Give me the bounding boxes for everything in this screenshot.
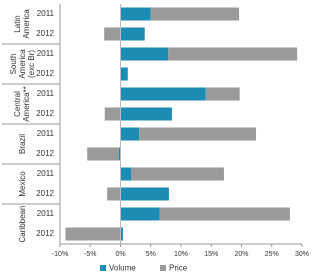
y-tick-label: 2012 (36, 229, 54, 238)
bar (65, 227, 121, 241)
bar (104, 107, 121, 121)
x-tick-label: 15% (204, 251, 218, 258)
x-tick-label: 5% (146, 251, 156, 258)
bar (87, 147, 119, 161)
bar (139, 127, 257, 141)
bar (159, 207, 290, 221)
bar (131, 167, 224, 181)
bar (120, 127, 140, 141)
x-tick-label: -5% (84, 251, 96, 258)
y-tick-label: 2011 (37, 9, 55, 18)
y-tick-label: 2011 (37, 89, 55, 98)
bar (120, 167, 132, 181)
x-tick-label: -10% (52, 251, 68, 258)
bar (120, 187, 169, 201)
x-tick-label: 20% (234, 251, 248, 258)
bar (120, 87, 206, 101)
bar (120, 107, 172, 121)
bar (150, 7, 240, 21)
chart-svg: -10% -5% 0% 5% 10% 15% 20% 25% 30% 2011 2012 2011 20… (2, 4, 309, 273)
legend-swatch (100, 265, 106, 271)
legend-label: Price (169, 264, 188, 273)
chart: -10% -5% 0% 5% 10% 15% 20% 25% 30% 2011 2012 2011 20… (2, 4, 309, 273)
x-tick-label: 25% (265, 251, 279, 258)
bar (107, 187, 121, 201)
group-label: Central America** (13, 86, 31, 122)
bar (120, 47, 169, 61)
bar (120, 207, 160, 221)
y-tick-label: 2012 (36, 29, 54, 38)
bar (120, 227, 123, 241)
bar (104, 27, 121, 41)
y-tick-label: 2012 (36, 149, 54, 158)
bar (168, 47, 298, 61)
y-tick-label: 2012 (36, 109, 54, 118)
legend-label: Volume (109, 264, 136, 273)
x-tick-label: 30% (295, 251, 309, 258)
y-tick-label: 2012 (36, 189, 54, 198)
group-label: South America (exc Br) (8, 49, 36, 79)
bar (120, 67, 128, 81)
bar (120, 27, 145, 41)
group-label: Mexico (17, 171, 27, 197)
y-tick-label: 2011 (37, 129, 55, 138)
group-label: Caribbean (17, 205, 27, 243)
bar (120, 7, 151, 21)
bar (205, 87, 240, 101)
bar (118, 147, 121, 161)
legend-swatch (160, 265, 166, 271)
group-label: Latin America (13, 9, 31, 39)
y-tick-label: 2011 (37, 209, 55, 218)
x-tick-label: 0% (115, 251, 125, 258)
x-tick-label: 10% (174, 251, 188, 258)
group-label: Brazil (17, 134, 27, 155)
y-tick-label: 2011 (37, 49, 55, 58)
y-tick-label: 2011 (37, 169, 55, 178)
y-tick-label: 2012 (36, 69, 54, 78)
